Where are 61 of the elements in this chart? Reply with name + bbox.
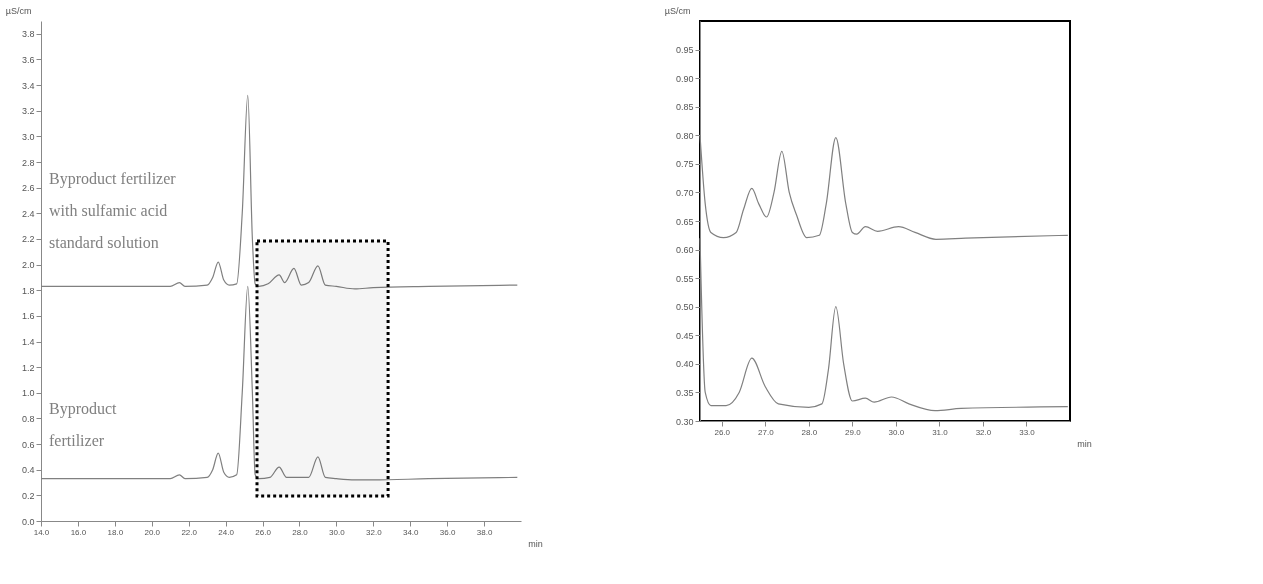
y-tick-label: 0.0 bbox=[21, 516, 35, 527]
y-tick-label: 0.4 bbox=[21, 465, 35, 476]
y-tick-label: 0.90 bbox=[675, 73, 694, 84]
x-tick-label: 28.0 bbox=[292, 527, 309, 537]
x-tick-label: 27.0 bbox=[758, 427, 775, 437]
y-tick-label: 0.60 bbox=[675, 245, 694, 256]
y-tick-label: 3.0 bbox=[21, 131, 35, 142]
y-tick-label: 3.8 bbox=[21, 29, 35, 40]
x-tick-label: 28.0 bbox=[801, 427, 818, 437]
x-tick-label: 30.0 bbox=[329, 527, 346, 537]
x-tick-label: 33.0 bbox=[1019, 427, 1036, 437]
y-tick-label: 2.0 bbox=[21, 260, 35, 271]
y-tick-label: 0.40 bbox=[675, 359, 694, 370]
y-tick-label: 1.4 bbox=[21, 337, 35, 348]
y-tick-label: 2.4 bbox=[21, 208, 35, 219]
y-tick-label: 2.8 bbox=[21, 157, 35, 168]
y-tick-label: 1.2 bbox=[21, 362, 35, 373]
y-tick-label: 1.0 bbox=[21, 388, 35, 399]
x-tick-label: 18.0 bbox=[107, 527, 124, 537]
x-tick-label: 24.0 bbox=[218, 527, 235, 537]
x-tick-label: 31.0 bbox=[932, 427, 949, 437]
y-tick-label: 0.95 bbox=[675, 45, 694, 56]
y-tick-label: 2.2 bbox=[21, 234, 35, 245]
x-tick-label: 30.0 bbox=[888, 427, 905, 437]
series-label: Byproduct fertilizer with sulfamic acid standard solution bbox=[49, 170, 177, 251]
y-tick-label: 2.6 bbox=[21, 183, 35, 194]
x-tick-label: 26.0 bbox=[714, 427, 731, 437]
y-tick-label: 0.6 bbox=[21, 439, 35, 450]
y-tick-label: 3.4 bbox=[21, 80, 35, 91]
y-tick-label: 0.30 bbox=[675, 416, 694, 427]
y-tick-label: 0.2 bbox=[21, 490, 35, 501]
x-tick-label: 22.0 bbox=[181, 527, 198, 537]
x-tick-label: 14.0 bbox=[33, 527, 50, 537]
x-tick-label: 34.0 bbox=[402, 527, 420, 537]
y-axis-title: µS/cm bbox=[664, 5, 691, 16]
y-tick-label: 3.2 bbox=[21, 106, 35, 117]
y-tick-label: 3.6 bbox=[21, 54, 35, 65]
y-tick-label: 0.70 bbox=[675, 187, 694, 198]
x-axis-title: min bbox=[1077, 438, 1092, 449]
y-tick-label: 0.85 bbox=[675, 102, 694, 113]
y-tick-label: 0.35 bbox=[675, 387, 694, 398]
y-tick-label: 0.55 bbox=[675, 273, 694, 284]
y-tick-label: 0.45 bbox=[675, 330, 694, 341]
y-tick-label: 0.50 bbox=[675, 302, 694, 313]
y-tick-label: 0.80 bbox=[675, 130, 694, 141]
y-tick-label: 0.75 bbox=[675, 159, 694, 170]
y-tick-label: 0.8 bbox=[21, 413, 35, 424]
x-tick-label: 32.0 bbox=[366, 527, 383, 537]
x-tick-label: 29.0 bbox=[845, 427, 862, 437]
x-tick-label: 36.0 bbox=[439, 527, 456, 537]
x-tick-label: 26.0 bbox=[255, 527, 272, 537]
x-tick-label: 20.0 bbox=[144, 527, 161, 537]
y-tick-label: 1.8 bbox=[21, 285, 35, 296]
x-tick-label: 32.0 bbox=[975, 427, 992, 437]
series-label: Byproduct fertilizer bbox=[49, 400, 118, 449]
x-axis-title: min bbox=[528, 538, 543, 549]
y-axis-title: µS/cm bbox=[5, 5, 32, 16]
y-tick-label: 0.65 bbox=[675, 216, 694, 227]
x-tick-label: 16.0 bbox=[70, 527, 87, 537]
y-tick-label: 1.6 bbox=[21, 311, 35, 322]
x-tick-label: 38.0 bbox=[476, 527, 493, 537]
